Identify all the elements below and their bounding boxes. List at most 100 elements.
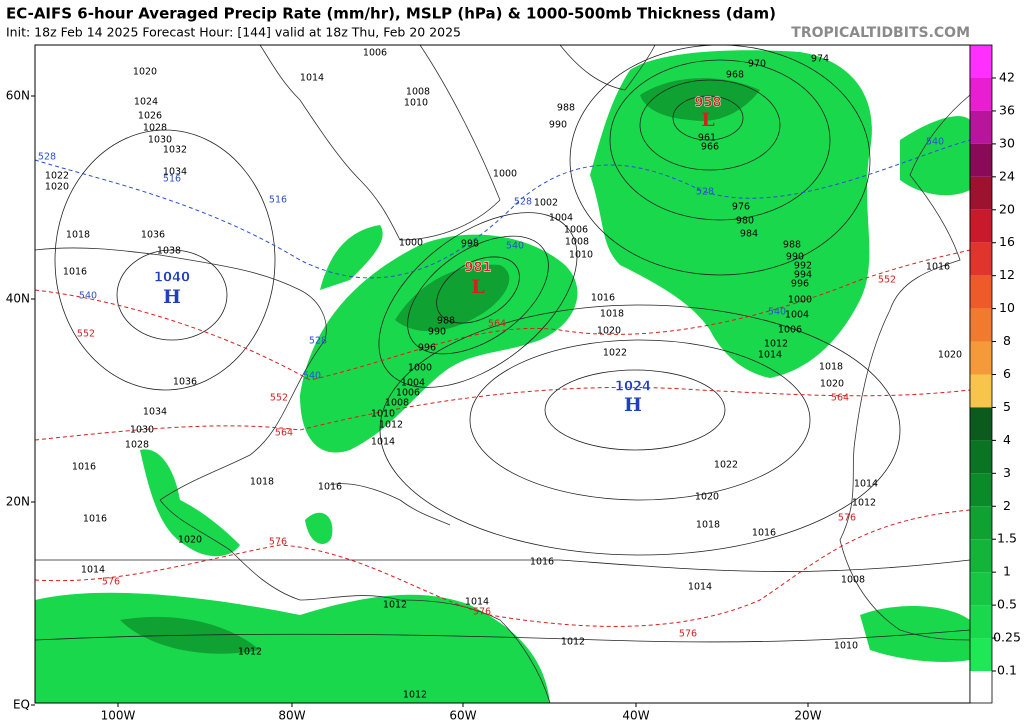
- isobar-label: 996: [418, 343, 436, 354]
- isobar: [544, 369, 726, 451]
- colorbar-band: [970, 275, 992, 309]
- isobar-label: 1014: [688, 582, 712, 593]
- colorbar-label: 0.5: [997, 597, 1017, 612]
- isobar: [469, 339, 811, 501]
- isobar-label: 1014: [758, 350, 782, 361]
- isobar-label: 1008: [406, 87, 430, 98]
- coastline: [839, 94, 971, 641]
- isobar-label: 1012: [238, 647, 262, 658]
- thickness-label: 540: [768, 307, 786, 318]
- isobar-label: 974: [811, 54, 829, 65]
- isobar-label: 1008: [841, 575, 865, 586]
- isobar-label: 1014: [81, 565, 105, 576]
- center-value: 958: [694, 96, 721, 111]
- isobar-label: 1010: [834, 641, 858, 652]
- colorbar-label: 36: [999, 102, 1015, 117]
- isobar-label: 1020: [820, 379, 844, 390]
- thickness-label: 576: [679, 629, 697, 640]
- isobar-label: 1036: [173, 377, 197, 388]
- lon-label: 20W: [794, 709, 821, 723]
- isobar-label: 984: [740, 229, 758, 240]
- isobar-label: 1020: [133, 67, 157, 78]
- coastline: [159, 499, 551, 704]
- lon-label: 80W: [278, 709, 305, 723]
- isobar-label: 1000: [493, 169, 517, 180]
- isobar: [116, 249, 228, 341]
- center-value: 1040: [154, 271, 190, 286]
- isobar-label: 994: [794, 270, 812, 281]
- isobar-label: 988: [437, 316, 455, 327]
- lon-label: 100W: [101, 709, 136, 723]
- colorbar-band: [970, 341, 992, 375]
- colorbar-label: 5: [1003, 399, 1011, 414]
- coastline: [259, 44, 501, 241]
- thickness-line: [34, 509, 971, 627]
- center-value: 1024: [615, 380, 651, 395]
- isobar-label: 1020: [597, 326, 621, 337]
- colorbar-band: [970, 78, 992, 111]
- isobar: [609, 59, 831, 221]
- isobar: [436, 256, 520, 324]
- isobar-label: 1026: [138, 111, 162, 122]
- isobar-label: 1016: [926, 262, 950, 273]
- title: EC-AIFS 6-hour Averaged Precip Rate (mm/…: [6, 5, 776, 23]
- isobar-label: 1012: [379, 420, 403, 431]
- isobar-label: 1020: [938, 350, 962, 361]
- isobar-label: 968: [726, 70, 744, 81]
- coastline: [329, 483, 451, 526]
- isobar-label: 988: [557, 103, 575, 114]
- isobar-label: 1010: [404, 98, 428, 109]
- isobar-label: 1014: [371, 437, 395, 448]
- subtitle: Init: 18z Feb 14 2025 Forecast Hour: [14…: [6, 25, 461, 40]
- map-area: [34, 44, 971, 704]
- thickness-label: 564: [831, 393, 849, 404]
- colorbar-band: [970, 440, 992, 474]
- colorbar-label: 16: [999, 234, 1015, 249]
- thickness-label: 540: [506, 241, 524, 252]
- isobar-label: 1022: [45, 171, 69, 182]
- isobar-label: 1022: [714, 460, 738, 471]
- precip-region: [640, 78, 760, 121]
- colorbar-label: 2: [1003, 498, 1011, 513]
- isobar-label: 1028: [143, 123, 167, 134]
- isobar-label: 1024: [134, 97, 158, 108]
- colorbar-label: 20: [999, 201, 1015, 216]
- colorbar-label: 12: [999, 267, 1015, 282]
- colorbar-band: [970, 572, 992, 606]
- isobar-label: 1018: [66, 230, 90, 241]
- colorbar-band: [970, 143, 992, 177]
- thickness-label: 564: [488, 319, 506, 330]
- isobar-label: 1012: [852, 498, 876, 509]
- isobar-label: 961: [698, 133, 716, 144]
- isobar-label: 1014: [465, 597, 489, 608]
- isobar-label: 1018: [819, 362, 843, 373]
- precip-region: [900, 116, 970, 196]
- precip-region: [140, 449, 240, 557]
- isobar: [378, 212, 578, 388]
- colorbar-band: [970, 506, 992, 540]
- isobar-label: 1020: [695, 492, 719, 503]
- thickness-line: [34, 386, 971, 441]
- colorbar-band: [970, 45, 992, 78]
- thickness-line: [34, 249, 971, 381]
- isobar-label: 1030: [148, 135, 172, 146]
- colorbar-label: 1.5: [997, 531, 1017, 546]
- precip-region: [300, 234, 578, 453]
- isobar-label: 1022: [603, 348, 627, 359]
- isobar-label: 1018: [600, 309, 624, 320]
- isobar-label: 990: [549, 120, 567, 131]
- isobar-label: 966: [701, 142, 719, 153]
- isobar-label: 992: [794, 261, 812, 272]
- isobar-label: 1008: [385, 398, 409, 409]
- isobar: [639, 79, 781, 171]
- isobar-label: 1034: [143, 407, 167, 418]
- colorbar-label: 24: [999, 168, 1015, 183]
- isobar-label: 1012: [764, 339, 788, 350]
- isobar-label: 988: [783, 240, 801, 251]
- thickness-label: 528: [309, 336, 327, 347]
- isobar-label: 1006: [778, 325, 802, 336]
- center-type: H: [624, 394, 642, 416]
- isobar-label: 1038: [157, 246, 181, 257]
- isobar: [672, 95, 744, 141]
- isobar-label: 1008: [565, 237, 589, 248]
